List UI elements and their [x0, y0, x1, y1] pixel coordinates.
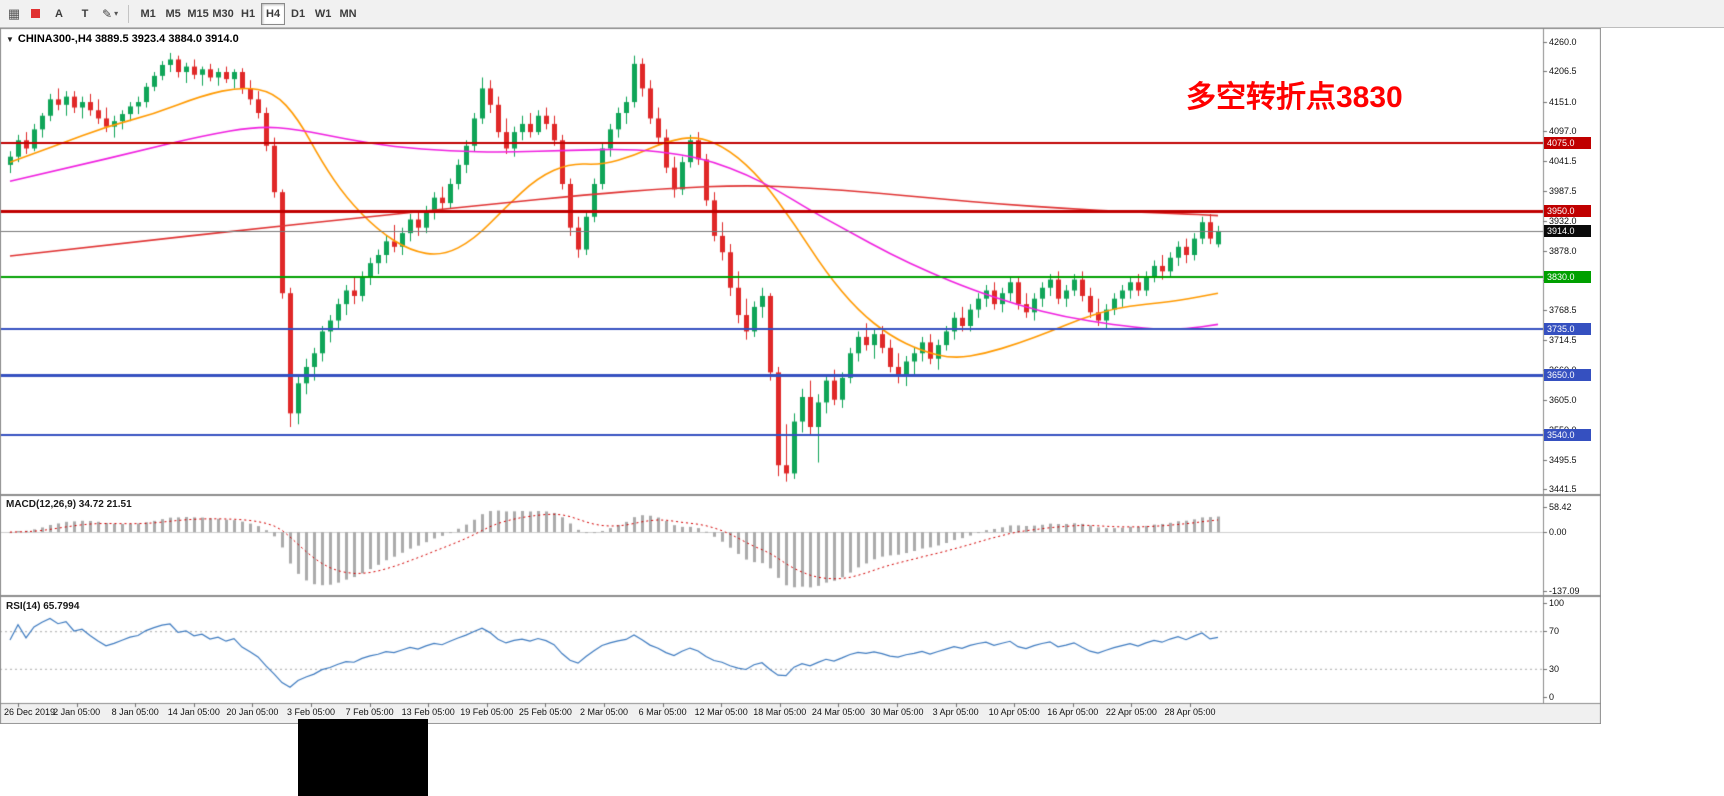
price-axis-tick: 3714.5	[1549, 334, 1577, 345]
time-axis-label: 12 Mar 05:00	[694, 707, 748, 717]
time-axis-label: 7 Feb 05:00	[345, 707, 394, 717]
timeframe-button-m1[interactable]: M1	[140, 7, 156, 20]
pen-tool-button[interactable]: ✎ ▾	[99, 4, 121, 24]
time-axis-label: 6 Mar 05:00	[638, 707, 687, 717]
price-axis-tick: 3987.5	[1549, 185, 1577, 196]
time-axis-label: 19 Feb 05:00	[460, 707, 514, 717]
symbol-expand-icon[interactable]: ▼	[6, 35, 14, 44]
price-axis-tick: 4041.5	[1549, 156, 1577, 167]
toolbar: ▦ A T ✎ ▾ M1 M5 M15 M30 H1 H4 D1 W1 MN	[0, 0, 1724, 28]
chart-grid-icon[interactable]: ▦	[7, 5, 21, 21]
time-axis-label: 24 Mar 05:00	[811, 707, 865, 717]
price-axis-tick: 3932.0	[1549, 216, 1577, 227]
symbol-marker-icon	[31, 9, 40, 18]
price-axis-tick: 3605.0	[1549, 394, 1577, 405]
chart-annotation-text: 多空转折点3830	[1186, 81, 1403, 114]
price-axis-tick: 4206.5	[1549, 66, 1577, 77]
rsi-axis-tick: 0	[1549, 692, 1555, 702]
time-axis-label: 30 Mar 05:00	[870, 707, 924, 717]
rsi-axis-tick: 30	[1549, 663, 1560, 674]
chart-window: ▼ CHINA300-,H4 3889.5 3923.4 3884.0 3914.…	[0, 28, 1601, 724]
timeframe-button-m15[interactable]: M15	[187, 7, 209, 20]
toolbar-separator	[128, 4, 130, 23]
time-axis-label: 2 Jan 05:00	[53, 707, 101, 717]
timeframe-button-m5[interactable]: M5	[165, 7, 181, 20]
time-axis-label: 13 Feb 05:00	[401, 707, 455, 717]
price-level-badge-4075.0: 4075.0	[1544, 137, 1591, 150]
price-level-badge-3650.0: 3650.0	[1544, 369, 1591, 382]
price-axis-tick: 4151.0	[1549, 96, 1577, 107]
time-axis-label: 14 Jan 05:00	[167, 707, 220, 717]
price-level-badge-3735.0: 3735.0	[1544, 322, 1591, 335]
rsi-indicator-label: RSI(14) 65.7994	[6, 601, 80, 612]
pen-icon: ✎	[102, 6, 113, 21]
macd-axis-tick: -137.09	[1549, 586, 1580, 596]
symbol-ohlc-text: CHINA300-,H4 3889.5 3923.4 3884.0 3914.0	[17, 33, 239, 45]
timeframe-group: M1 M5 M15 M30 H1 H4 D1 W1 MN	[136, 2, 360, 25]
time-axis-label: 10 Apr 05:00	[988, 707, 1040, 717]
time-axis-label: 3 Apr 05:00	[932, 707, 979, 717]
time-axis-label: 28 Apr 05:00	[1164, 707, 1216, 717]
timeframe-button-mn[interactable]: MN	[339, 7, 357, 20]
price-level-badge-3950.0: 3950.0	[1544, 205, 1591, 218]
price-scale: 4260.0 4206.5 4151.0 4097.0 4041.5 3987.5 3932…	[1544, 28, 1600, 703]
timeframe-button-h4[interactable]: H4	[261, 2, 286, 25]
rsi-axis-tick: 100	[1549, 598, 1565, 608]
chevron-down-icon: ▾	[114, 9, 119, 18]
price-axis-tick: 3495.5	[1549, 454, 1577, 465]
unknown-black-window-fragment	[298, 719, 428, 796]
timeframe-button-h1[interactable]: H1	[241, 7, 256, 20]
macd-axis-tick: 58.42	[1549, 502, 1572, 512]
price-axis-tick: 3768.5	[1549, 305, 1577, 316]
time-axis-label: 22 Apr 05:00	[1105, 707, 1157, 717]
chart-canvas[interactable]	[0, 28, 1601, 724]
text-tool-button[interactable]: T	[81, 7, 89, 20]
time-axis-label: 26 Dec 2019	[4, 707, 56, 717]
price-level-badge-3540.0: 3540.0	[1544, 429, 1591, 442]
time-axis-label: 16 Apr 05:00	[1047, 707, 1099, 717]
price-axis-tick: 4097.0	[1549, 126, 1577, 137]
price-axis-tick: 3878.0	[1549, 245, 1577, 256]
time-axis-label: 25 Feb 05:00	[518, 707, 572, 717]
time-axis-label: 8 Jan 05:00	[111, 707, 159, 717]
time-axis-label: 2 Mar 05:00	[579, 707, 629, 717]
timeframe-button-d1[interactable]: D1	[291, 7, 306, 20]
timeframe-button-w1[interactable]: W1	[314, 7, 332, 20]
current-price-badge: 3914.0	[1544, 224, 1591, 237]
time-axis-label: 3 Feb 05:00	[286, 707, 336, 717]
macd-indicator-label: MACD(12,26,9) 34.72 21.51	[6, 499, 132, 510]
time-axis-label: 20 Jan 05:00	[226, 707, 279, 717]
symbol-title: ▼ CHINA300-,H4 3889.5 3923.4 3884.0 3914.…	[6, 33, 239, 45]
price-axis-tick: 4260.0	[1549, 37, 1577, 47]
time-axis-label: 18 Mar 05:00	[753, 707, 807, 717]
price-level-badge-3830.0: 3830.0	[1544, 270, 1591, 283]
price-axis-tick: 3441.5	[1549, 484, 1577, 494]
macd-axis-tick: 0.00	[1549, 527, 1567, 538]
rsi-axis-tick: 70	[1549, 626, 1560, 637]
timeframe-button-m30[interactable]: M30	[212, 7, 234, 20]
text-annotation-button[interactable]: A	[55, 7, 63, 20]
time-axis: 26 Dec 2019 2 Jan 05:00 8 Jan 05:00 14 Jan …	[0, 703, 1601, 722]
